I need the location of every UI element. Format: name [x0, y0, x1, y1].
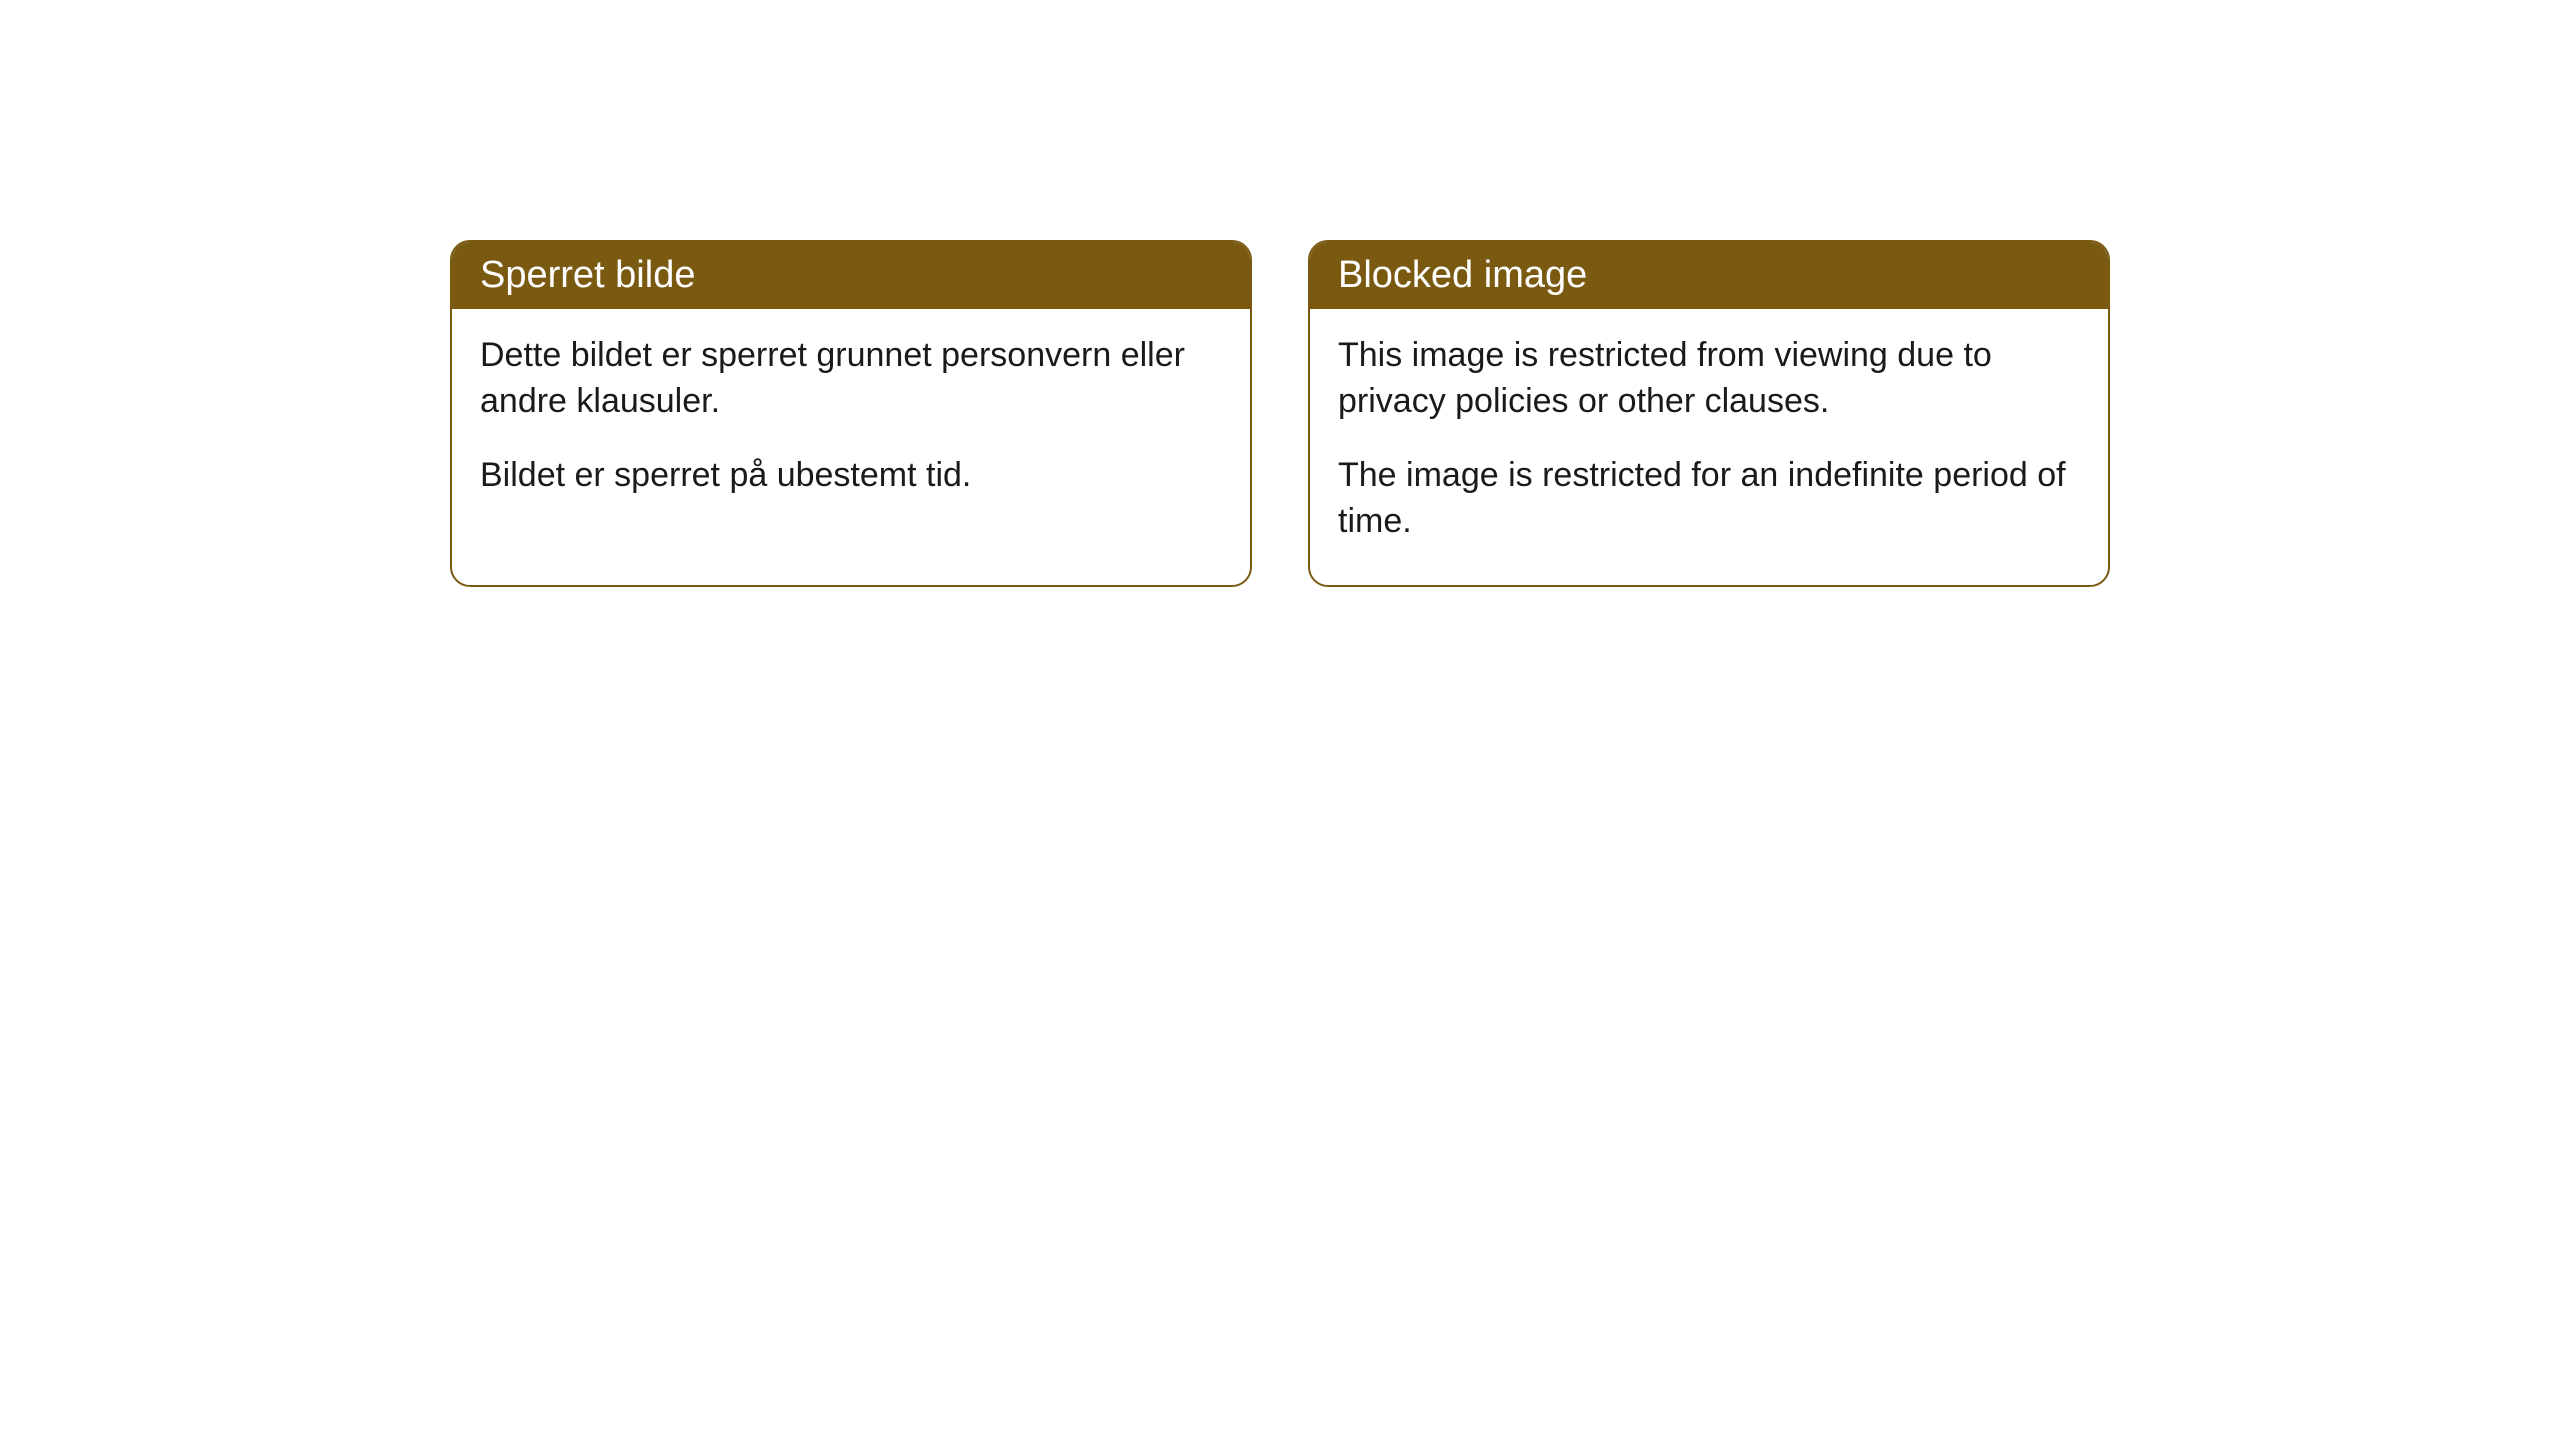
card-header-english: Blocked image: [1310, 242, 2108, 309]
card-paragraph-2-english: The image is restricted for an indefinit…: [1338, 453, 2080, 545]
card-norwegian: Sperret bilde Dette bildet er sperret gr…: [450, 240, 1252, 587]
card-body-english: This image is restricted from viewing du…: [1310, 309, 2108, 585]
card-paragraph-1-english: This image is restricted from viewing du…: [1338, 333, 2080, 425]
card-english: Blocked image This image is restricted f…: [1308, 240, 2110, 587]
card-header-norwegian: Sperret bilde: [452, 242, 1250, 309]
card-paragraph-2-norwegian: Bildet er sperret på ubestemt tid.: [480, 453, 1222, 499]
card-title-english: Blocked image: [1338, 254, 1587, 296]
card-title-norwegian: Sperret bilde: [480, 254, 695, 296]
cards-container: Sperret bilde Dette bildet er sperret gr…: [450, 240, 2110, 587]
card-paragraph-1-norwegian: Dette bildet er sperret grunnet personve…: [480, 333, 1222, 425]
card-body-norwegian: Dette bildet er sperret grunnet personve…: [452, 309, 1250, 539]
